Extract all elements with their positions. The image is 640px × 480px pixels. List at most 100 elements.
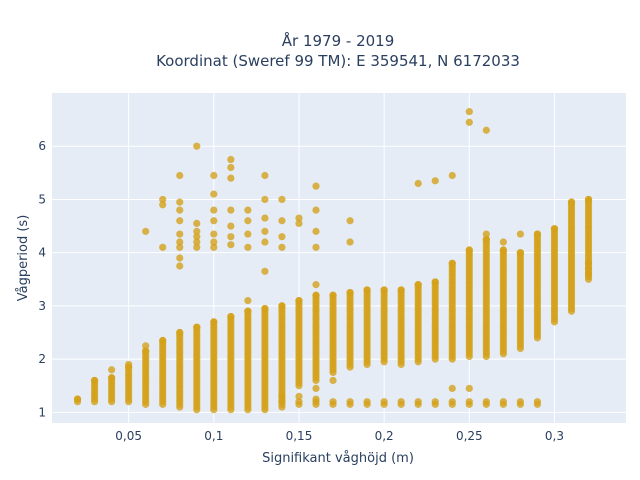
data-point xyxy=(210,318,218,326)
data-point xyxy=(176,243,184,251)
data-point xyxy=(584,265,593,273)
data-point xyxy=(380,398,388,406)
data-point xyxy=(448,384,456,393)
data-point xyxy=(278,398,286,406)
data-point xyxy=(533,230,542,238)
data-point xyxy=(176,328,184,337)
data-point xyxy=(499,238,507,246)
data-point xyxy=(584,270,593,278)
data-point xyxy=(312,384,320,393)
x-tick-label: 0,25 xyxy=(456,429,483,443)
data-point xyxy=(176,171,184,180)
x-axis-title: Signifikant våghöjd (m) xyxy=(262,451,414,466)
data-point xyxy=(261,214,269,222)
data-point xyxy=(346,238,354,246)
data-point xyxy=(90,376,99,385)
data-point xyxy=(278,233,286,241)
data-point xyxy=(584,259,593,267)
y-tick-label: 3 xyxy=(38,299,46,313)
data-point xyxy=(312,395,320,403)
data-point xyxy=(210,190,218,198)
data-point xyxy=(193,219,201,228)
data-point xyxy=(244,230,252,238)
data-point xyxy=(346,398,354,406)
data-point xyxy=(431,278,439,286)
data-point xyxy=(176,206,184,214)
data-point xyxy=(550,225,559,233)
data-point xyxy=(73,395,82,403)
data-point xyxy=(312,182,320,190)
data-point xyxy=(108,374,116,382)
data-point xyxy=(176,217,184,225)
data-point xyxy=(584,195,593,204)
data-point xyxy=(227,155,235,164)
tick-labels: 0,05 0,1 0,15 0,2 0,25 0,3 1 2 3 4 5 6 xyxy=(38,139,564,443)
data-point xyxy=(278,302,286,310)
data-point xyxy=(244,307,252,315)
data-point xyxy=(193,243,201,251)
data-point xyxy=(278,217,286,225)
y-tick-label: 5 xyxy=(38,192,46,206)
data-point xyxy=(329,291,337,299)
data-point xyxy=(397,398,405,406)
data-point xyxy=(329,376,337,385)
data-point xyxy=(176,230,184,238)
data-point xyxy=(295,296,303,305)
data-point xyxy=(414,281,422,289)
data-point xyxy=(159,243,167,251)
data-point xyxy=(448,171,456,180)
data-point xyxy=(516,398,524,406)
chart-title-line-2: Koordinat (Sweref 99 TM): E 359541, N 61… xyxy=(156,52,520,70)
data-point xyxy=(261,238,269,246)
data-point xyxy=(244,296,252,305)
data-point xyxy=(516,230,524,238)
data-point xyxy=(108,366,116,374)
data-point xyxy=(312,227,320,235)
y-axis-title: Vågperiod (s) xyxy=(16,215,31,302)
data-point xyxy=(244,206,252,214)
data-point xyxy=(210,206,218,214)
y-tick-label: 1 xyxy=(38,405,46,419)
data-point xyxy=(193,233,201,241)
data-point xyxy=(465,398,473,406)
data-point xyxy=(261,195,269,204)
data-point xyxy=(329,398,337,406)
data-point xyxy=(312,206,320,214)
y-tick-label: 4 xyxy=(38,246,46,260)
data-point xyxy=(295,392,303,400)
x-tick-label: 0,15 xyxy=(286,429,313,443)
data-point xyxy=(278,392,286,400)
data-point xyxy=(176,238,184,246)
chart-title-line-1: År 1979 - 2019 xyxy=(282,31,395,50)
data-point xyxy=(346,288,354,297)
data-point xyxy=(295,219,303,228)
y-tick-label: 2 xyxy=(38,352,46,366)
data-point xyxy=(210,238,218,246)
data-point xyxy=(295,214,303,222)
data-point xyxy=(261,304,269,313)
data-point xyxy=(261,267,269,275)
y-tick-label: 6 xyxy=(38,139,46,153)
data-points xyxy=(73,108,593,414)
data-point xyxy=(142,342,150,350)
data-point xyxy=(414,179,422,188)
data-point xyxy=(363,398,371,406)
data-point xyxy=(448,259,456,267)
data-point xyxy=(227,174,235,182)
data-point xyxy=(312,281,320,289)
data-point xyxy=(363,286,371,294)
data-point xyxy=(448,398,456,406)
data-point xyxy=(227,222,235,230)
data-point xyxy=(295,398,303,406)
data-point xyxy=(499,246,507,254)
data-point xyxy=(261,227,269,235)
data-point xyxy=(261,171,269,180)
data-point xyxy=(227,312,235,321)
data-point xyxy=(227,206,235,214)
data-point xyxy=(210,171,218,180)
data-point xyxy=(567,198,576,206)
data-point xyxy=(278,195,286,204)
data-point xyxy=(142,347,150,355)
